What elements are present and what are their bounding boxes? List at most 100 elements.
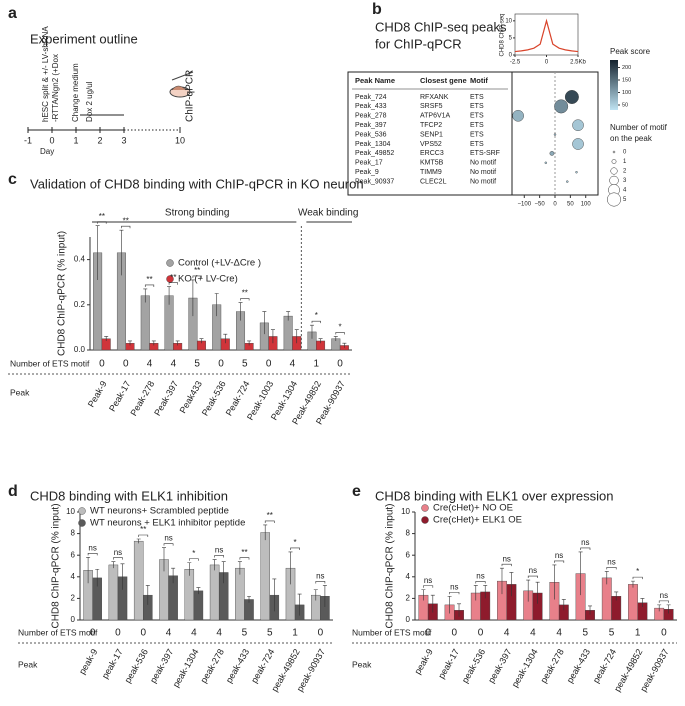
step-label: -RTTA/Ngn2 (+Dox [51, 54, 60, 122]
motif-count: 0 [478, 628, 484, 639]
motif-count: 0 [425, 628, 431, 639]
colorbar-tick-label: 150 [622, 77, 631, 83]
error-bar [297, 593, 302, 616]
colorbar-title: Peak score [610, 47, 651, 56]
significance-label: ** [146, 275, 152, 284]
y-tick-label: 2 [71, 594, 76, 603]
motif-count: 0 [90, 628, 96, 639]
bubble [575, 170, 578, 174]
error-bar [221, 561, 226, 584]
table-cell: ETS [470, 94, 484, 101]
error-bar [175, 340, 180, 346]
error-bar [342, 342, 347, 348]
error-bar [499, 567, 504, 595]
step-label: Change medium [71, 63, 80, 122]
significance-bracket [168, 282, 178, 285]
table-cell: ETS [470, 103, 484, 110]
motif-count: 5 [242, 628, 248, 639]
table-cell: ETS [470, 113, 484, 120]
error-bar [167, 286, 172, 305]
significance-label: ns [215, 546, 223, 555]
day-axis-label: Day [40, 147, 54, 156]
table-cell: Peak_278 [355, 113, 387, 120]
error-bar [604, 571, 609, 585]
motif-count: 5 [583, 628, 589, 639]
table-header: Closest gene [420, 76, 467, 85]
colorbar [610, 60, 618, 110]
motif-count: 0 [661, 628, 667, 639]
significance-bracket [658, 600, 669, 603]
significance-bracket [264, 520, 275, 523]
step-label: Dox 2 ug/ul [85, 81, 94, 122]
table-frame [347, 71, 599, 196]
x-tick-label: 100 [581, 202, 592, 208]
y-tick-label: 0.0 [74, 345, 86, 354]
size-legend-marker [610, 167, 618, 175]
x-tick-label: -2.5 [510, 60, 521, 66]
size-legend-label: 0 [623, 150, 627, 156]
error-bar [128, 340, 133, 346]
y-tick-label: 0.2 [74, 300, 86, 309]
table-header: Peak Name [355, 76, 395, 85]
size-legend-label: 4 [623, 188, 627, 194]
significance-label: ** [241, 548, 247, 557]
bubble [564, 90, 579, 104]
motif-row-label: Number of ETS motif [10, 358, 90, 368]
error-bar [237, 561, 242, 575]
significance-bracket [335, 332, 345, 335]
day-label: 2 [97, 135, 102, 145]
motif-count: 5 [194, 359, 200, 370]
significance-bracket [192, 275, 202, 278]
y-tick-label: 0 [71, 615, 76, 624]
motif-count: 1 [635, 628, 641, 639]
table-cell: TFCP2 [420, 122, 442, 129]
y-tick-label: 2 [406, 594, 411, 603]
significance-label: ns [555, 551, 563, 560]
error-bar [120, 563, 125, 590]
motif-count: 5 [267, 628, 273, 639]
bubble [549, 151, 555, 156]
motif-count: 4 [147, 359, 153, 370]
significance-bracket [87, 553, 98, 556]
table-header: Motif [470, 76, 488, 85]
size-legend-marker [607, 192, 621, 207]
x-tick-label: peak-397 [148, 647, 175, 685]
motif-count: 1 [292, 628, 298, 639]
table-cell: Peak_433 [355, 103, 387, 110]
size-legend-title: Number of motif [610, 123, 668, 132]
y-tick-label: 8 [71, 529, 76, 538]
bar [133, 540, 144, 621]
significance-bracket [311, 320, 321, 324]
bubble [512, 110, 524, 122]
x-tick-label: peak-433 [565, 647, 592, 685]
motif-count: 5 [242, 359, 248, 370]
motif-count: 0 [218, 359, 224, 370]
error-bar [145, 585, 150, 605]
legend-marker [421, 516, 429, 524]
y-axis-label: CHD8 ChIP-qPCR (% input) [51, 503, 62, 628]
chart-title: CHD8 binding with ELK1 over expression [375, 488, 613, 503]
significance-label: ns [660, 591, 668, 600]
error-bar [309, 324, 314, 339]
table-cell: ETS-SRF [470, 150, 500, 157]
motif-count: 4 [290, 359, 296, 370]
significance-bracket [163, 543, 174, 546]
x-tick-label: Peak433 [178, 379, 204, 415]
significance-label: ns [607, 558, 615, 567]
table-cell: Peak_9 [355, 169, 379, 176]
x-tick-label: peak-278 [538, 647, 565, 685]
table-cell: ETS [470, 131, 484, 138]
error-bar [318, 338, 323, 344]
colorbar-tick-label: 200 [622, 65, 631, 71]
error-bar [95, 568, 100, 587]
error-bar [223, 333, 228, 344]
error-bar [119, 229, 124, 276]
error-bar [430, 594, 435, 613]
significance-bracket [475, 581, 486, 584]
error-bar [578, 551, 583, 596]
group-label: Weak binding [298, 208, 358, 219]
x-tick-label: Peak-17 [107, 379, 132, 413]
significance-bracket [501, 563, 512, 567]
significance-bracket [121, 225, 131, 229]
table-cell: Peak_1304 [355, 141, 391, 148]
